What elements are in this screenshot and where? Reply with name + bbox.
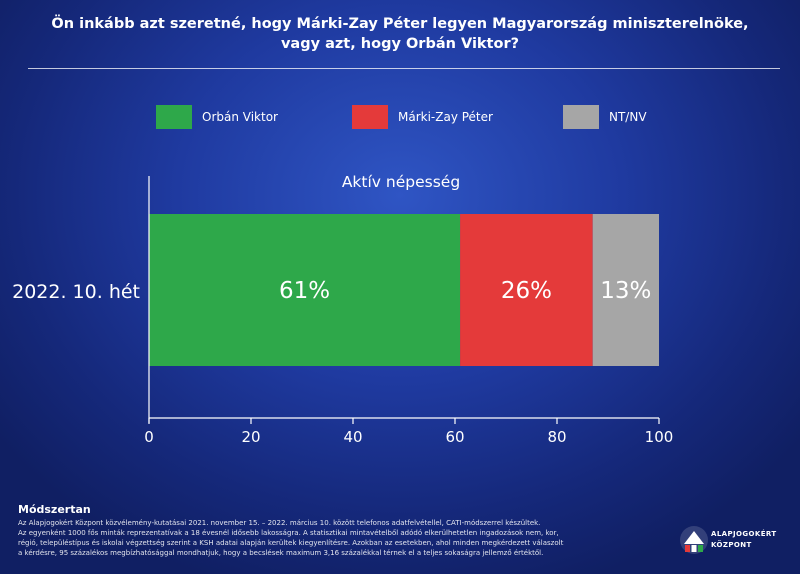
- x-tick-label: 80: [547, 428, 566, 446]
- title-line-1: Ön inkább azt szeretné, hogy Márki-Zay P…: [51, 16, 749, 32]
- x-tick-label: 0: [144, 428, 154, 446]
- logo-line-1: ALAPJOGOKÉRT: [711, 530, 777, 538]
- x-tick-label: 100: [645, 428, 674, 446]
- data-label-nt-nv: 13%: [600, 278, 651, 304]
- logo-line-2: KÖZPONT: [711, 541, 752, 549]
- methodology-title: Módszertan: [18, 503, 91, 516]
- methodology-line: Az egyenként 1000 fős minták reprezentat…: [18, 529, 559, 537]
- x-tick-label: 20: [241, 428, 260, 446]
- x-tick-label: 40: [343, 428, 362, 446]
- data-label-orban-viktor: 61%: [279, 278, 330, 304]
- x-axis: 0 20 40 60 80 100: [144, 176, 673, 446]
- x-tick-label: 60: [445, 428, 464, 446]
- legend-swatch-ntnv: [563, 105, 599, 129]
- title-line-2: vagy azt, hogy Orbán Viktor?: [280, 36, 520, 52]
- legend-swatch-orban: [156, 105, 192, 129]
- bar-segment-marki-zay-peter: [460, 214, 593, 366]
- data-label-marki-zay-peter: 26%: [501, 278, 552, 304]
- stacked-bar-chart: Aktív népesség 61% 26% 13% 0 20 40 60 80 100 20…: [12, 173, 673, 446]
- logo-mark-icon: [680, 526, 708, 554]
- bar-segment-orban-viktor: [149, 214, 461, 366]
- methodology-line: a kérdésre, 95 százalékos megbízhatóságg…: [18, 549, 544, 557]
- methodology-line: Az Alapjogokért Központ közvélemény-kuta…: [18, 519, 541, 527]
- category-label: 2022. 10. hét: [12, 281, 140, 303]
- title-divider: [28, 68, 780, 69]
- legend-label-marki-zay: Márki-Zay Péter: [398, 110, 493, 124]
- logo-text: ALAPJOGOKÉRT KÖZPONT: [711, 529, 777, 551]
- chart-subtitle: Aktív népesség: [342, 173, 460, 191]
- bar-segment-nt-nv: [592, 214, 659, 366]
- methodology-line: régió, településtípus és iskolai végzett…: [18, 539, 564, 547]
- legend-label-ntnv: NT/NV: [609, 110, 647, 124]
- methodology-text: Az Alapjogokért Központ közvélemény-kuta…: [18, 518, 658, 558]
- alapjogokert-logo: ALAPJOGOKÉRT KÖZPONT: [678, 522, 788, 562]
- bar-segments: 61% 26% 13%: [149, 214, 659, 366]
- legend-label-orban: Orbán Viktor: [202, 110, 278, 124]
- legend-swatch-marki-zay: [352, 105, 388, 129]
- chart-title: Ön inkább azt szeretné, hogy Márki-Zay P…: [20, 14, 780, 54]
